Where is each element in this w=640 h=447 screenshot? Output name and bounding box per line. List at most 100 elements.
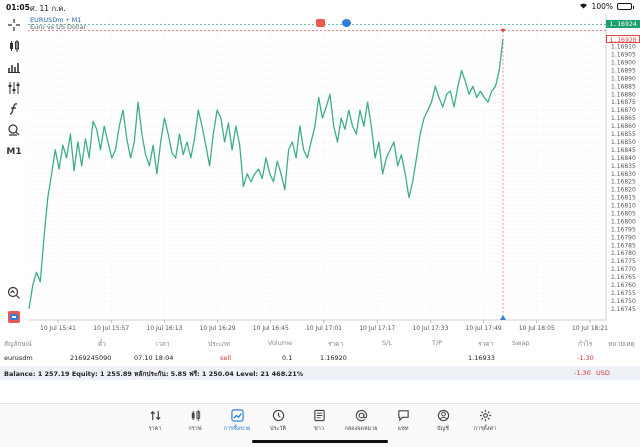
status-bar: 01:05 ศ. 11 ก.ค. 100%: [0, 0, 640, 14]
arrows-updown-icon: [149, 410, 161, 421]
y-tick-label: 1.16850: [611, 139, 636, 146]
objects-icon[interactable]: [5, 121, 23, 139]
header-current-price[interactable]: ราคา: [478, 340, 494, 348]
chart-area[interactable]: 1.16910 1.16905 1.16900 1.16895 1.16890 1.168…: [28, 14, 640, 334]
tab-settings[interactable]: การตั้งค่า: [463, 408, 507, 438]
y-tick-label: 1.16840: [611, 155, 636, 162]
tab-trade-label: การซื้อขาย: [223, 426, 251, 432]
x-tick-label: 10 Jul 17:17: [359, 325, 395, 332]
tab-mailbox-label: กล่องจดหมาย: [344, 426, 378, 432]
left-toolbar: M1: [0, 14, 28, 334]
y-tick-label: 1.16885: [611, 83, 636, 90]
tab-chart[interactable]: กราฟ: [173, 408, 217, 438]
y-tick-label: 1.16810: [611, 203, 636, 210]
balance-bar: Balance: 1 257.19 Equity: 1 255.89 หลักป…: [0, 366, 640, 380]
news-icon: [313, 409, 325, 422]
header-sl[interactable]: S/L: [382, 339, 392, 347]
zoom-icon[interactable]: [5, 284, 23, 302]
timeframe-button[interactable]: M1: [6, 147, 22, 157]
sliders-icon[interactable]: [5, 79, 23, 97]
trade-current-price[interactable]: 1.16933: [468, 354, 495, 362]
y-tick-label: 1.16775: [611, 258, 636, 265]
x-tick-label: 10 Jul 17:01: [306, 325, 342, 332]
indicators-icon[interactable]: [5, 58, 23, 76]
one-click-trading-icon[interactable]: [5, 308, 23, 326]
trade-type[interactable]: sell: [220, 354, 231, 362]
y-tick-label: 1.16765: [611, 274, 636, 281]
header-swap[interactable]: Swap: [512, 339, 530, 347]
y-tick-label: 1.16800: [611, 218, 636, 225]
trade-ticket[interactable]: 2169245090: [70, 354, 112, 362]
tab-chart-label: กราฟ: [188, 426, 202, 432]
total-profit: -1.30: [574, 369, 591, 377]
y-tick-label: 1.16825: [611, 179, 636, 186]
trade-volume[interactable]: 0.1: [282, 354, 293, 362]
trade-open-price[interactable]: 1.16920: [320, 354, 347, 362]
tab-account[interactable]: บัญชี: [421, 408, 465, 438]
price-chart[interactable]: 1.169101.169051.169001.168951.168901.168…: [28, 14, 640, 334]
bid-price-tag: 1.16924: [606, 20, 640, 29]
header-comment[interactable]: หมายเหตุ: [608, 340, 635, 348]
home-indicator[interactable]: [252, 440, 388, 443]
y-tick-label: 1.16845: [611, 147, 636, 154]
trade-symbol[interactable]: eurusdm: [4, 354, 33, 362]
y-tick-label: 1.16790: [611, 234, 636, 241]
y-tick-label: 1.16760: [611, 282, 636, 289]
trade-profit[interactable]: -1.30: [577, 354, 594, 362]
y-tick-label: 1.16755: [611, 290, 636, 297]
y-tick-label: 1.16855: [611, 131, 636, 138]
wifi-icon: [579, 2, 588, 11]
tab-history[interactable]: ประวัติ: [256, 408, 300, 438]
header-time[interactable]: เวลา: [156, 340, 170, 348]
bottom-tab-bar: ราคา กราฟ การซื้อขาย ประวัติ ข่าว กล่องจ…: [0, 403, 640, 447]
battery-percent: 100%: [591, 2, 613, 11]
sell-marker: [500, 28, 506, 33]
y-tick-label: 1.16900: [611, 60, 636, 67]
y-tick-label: 1.16805: [611, 211, 636, 218]
tab-trade[interactable]: การซื้อขาย: [215, 408, 259, 438]
y-tick-label: 1.16770: [611, 266, 636, 273]
crosshair-icon[interactable]: [5, 16, 23, 34]
header-symbol[interactable]: สัญลักษณ์: [4, 340, 32, 348]
x-tick-label: 10 Jul 17:49: [466, 325, 502, 332]
x-tick-label: 10 Jul 18:21: [572, 325, 608, 332]
x-tick-label: 10 Jul 15:57: [93, 325, 129, 332]
chat-icon: [397, 410, 409, 422]
trade-chart-icon: [230, 409, 244, 422]
tab-chat[interactable]: แชท: [381, 408, 425, 438]
y-tick-label: 1.16820: [611, 187, 636, 194]
tab-mailbox[interactable]: กล่องจดหมาย: [339, 408, 383, 438]
header-ticket[interactable]: ตั๋ว: [98, 340, 106, 348]
function-icon[interactable]: [5, 100, 23, 118]
status-time: 01:05: [6, 3, 30, 12]
x-tick-label: 10 Jul 16:45: [253, 325, 289, 332]
history-icon: [272, 409, 284, 422]
trade-time[interactable]: 07.10 18:04: [134, 354, 174, 362]
price-line: [28, 38, 504, 310]
header-volume[interactable]: Volume: [268, 339, 293, 347]
buy-button-icon[interactable]: [342, 19, 351, 27]
sell-button-icon[interactable]: [316, 19, 325, 27]
y-tick-label: 1.16785: [611, 242, 636, 249]
y-tick-label: 1.16835: [611, 163, 636, 170]
tab-settings-label: การตั้งค่า: [473, 426, 497, 432]
tab-quotes[interactable]: ราคา: [133, 408, 177, 438]
tab-account-label: บัญชี: [437, 426, 449, 432]
y-tick-label: 1.16905: [611, 52, 636, 59]
x-tick-label: 10 Jul 16:29: [200, 325, 236, 332]
status-right: 100%: [579, 2, 634, 11]
y-tick-label: 1.16795: [611, 226, 636, 233]
chart-type-candles-icon[interactable]: [5, 37, 23, 55]
y-tick-label: 1.16750: [611, 298, 636, 305]
ask-price-tag: 1.16920: [606, 34, 640, 44]
chart-symbol-description: Euro vs US Dollar: [30, 23, 87, 31]
header-type[interactable]: ประเภท: [208, 340, 230, 348]
tab-news[interactable]: ข่าว: [297, 408, 341, 438]
x-tick-label: 10 Jul 15:41: [40, 325, 76, 332]
y-tick-label: 1.16890: [611, 75, 636, 82]
header-profit[interactable]: กำไร: [578, 340, 593, 348]
header-open-price[interactable]: ราคา: [328, 340, 344, 348]
x-tick-label: 10 Jul 18:05: [519, 325, 555, 332]
x-tick-label: 10 Jul 16:13: [146, 325, 182, 332]
header-tp[interactable]: T/P: [432, 339, 443, 347]
